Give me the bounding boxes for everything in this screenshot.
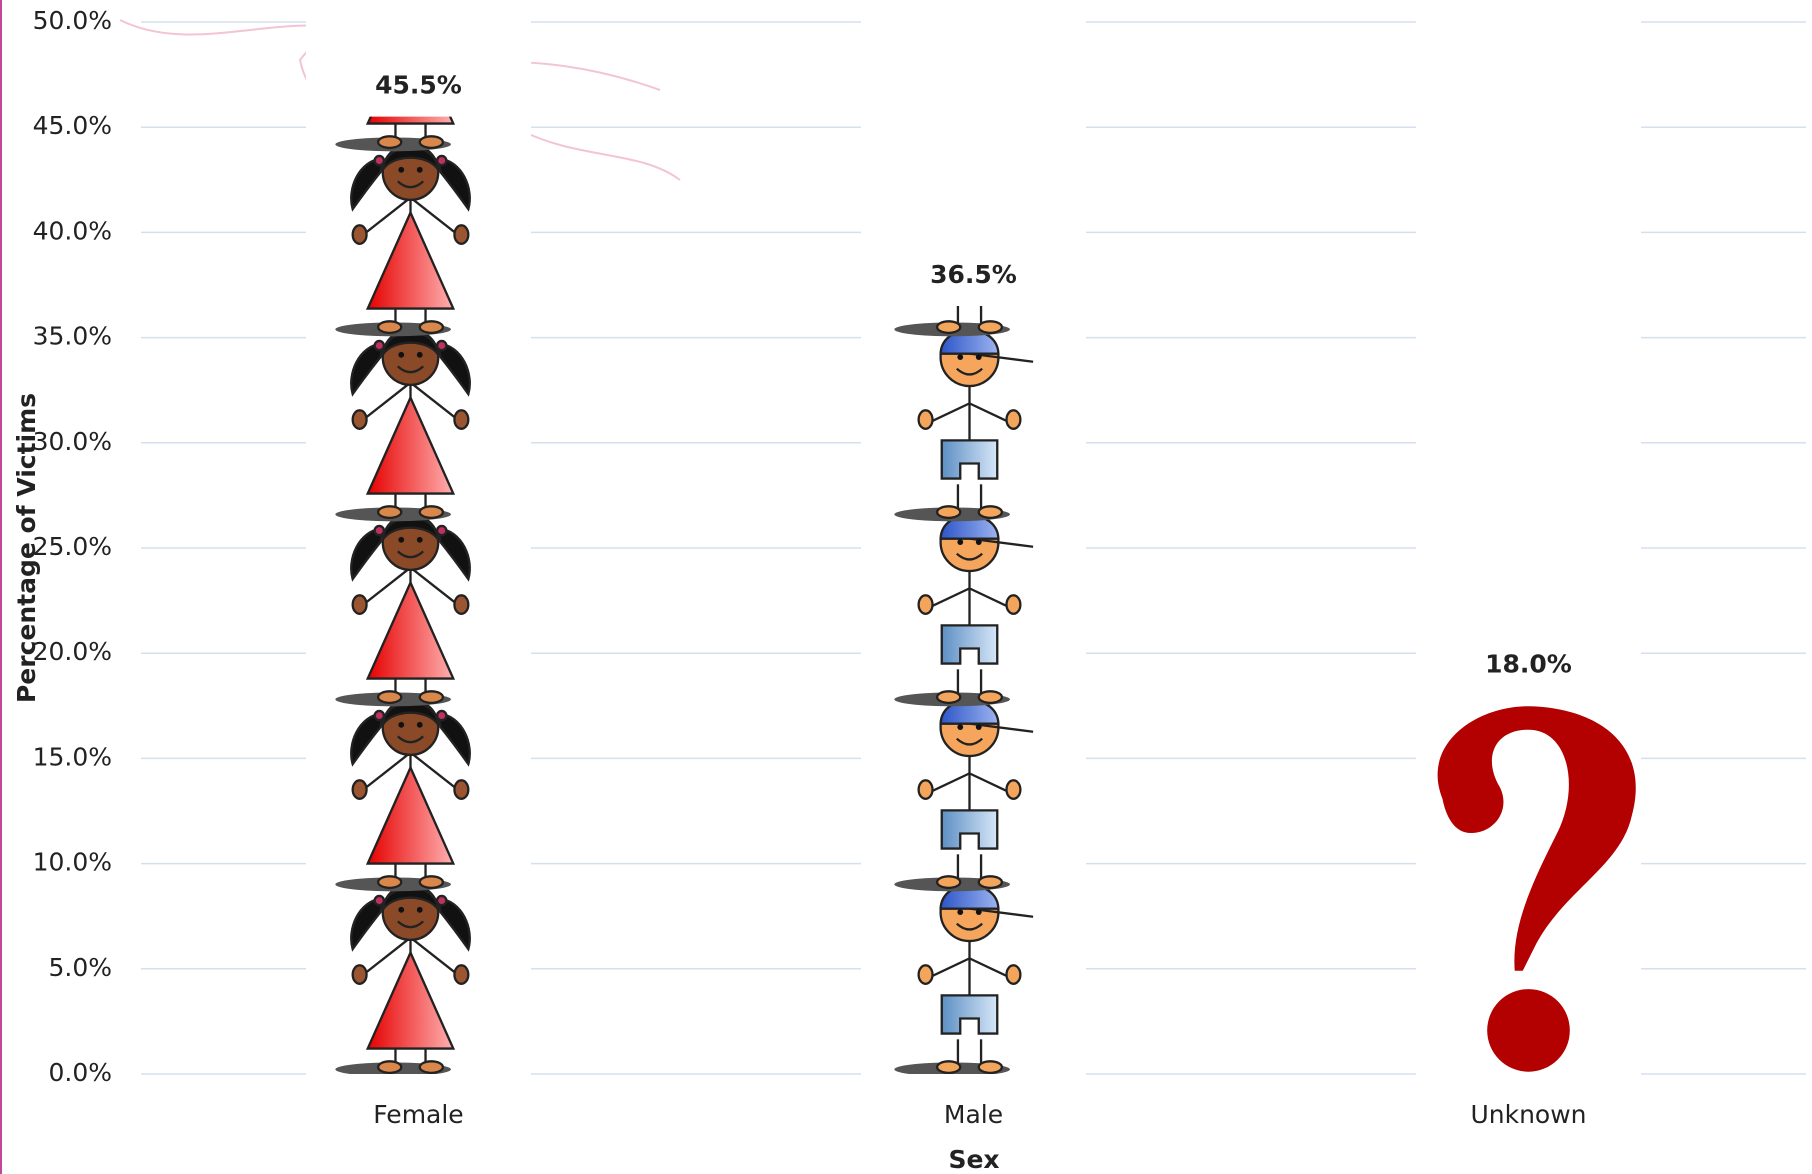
y-tick-label: 5.0%: [48, 953, 112, 982]
y-tick-label: 0.0%: [48, 1058, 112, 1087]
x-tick-label: Female: [373, 1100, 463, 1129]
y-tick-label: 40.0%: [33, 216, 112, 245]
y-tick-label: 20.0%: [33, 637, 112, 666]
value-label: 45.5%: [375, 71, 462, 100]
x-axis-title: Sex: [948, 1145, 999, 1174]
chart: Percentage of Victims Sex 0.0%5.0%10.0%1…: [0, 0, 1812, 1174]
question-dot: [1487, 989, 1570, 1072]
y-tick-label: 50.0%: [33, 6, 112, 35]
y-tick-label: 35.0%: [33, 322, 112, 351]
y-tick-label: 15.0%: [33, 742, 112, 771]
y-tick-label: 10.0%: [33, 848, 112, 877]
y-tick-label: 45.0%: [33, 111, 112, 140]
value-label: 36.5%: [930, 260, 1017, 289]
value-label: 18.0%: [1485, 649, 1572, 678]
x-tick-label: Unknown: [1470, 1100, 1586, 1129]
y-tick-label: 30.0%: [33, 427, 112, 456]
y-tick-label: 25.0%: [33, 532, 112, 561]
x-tick-label: Male: [944, 1100, 1003, 1129]
